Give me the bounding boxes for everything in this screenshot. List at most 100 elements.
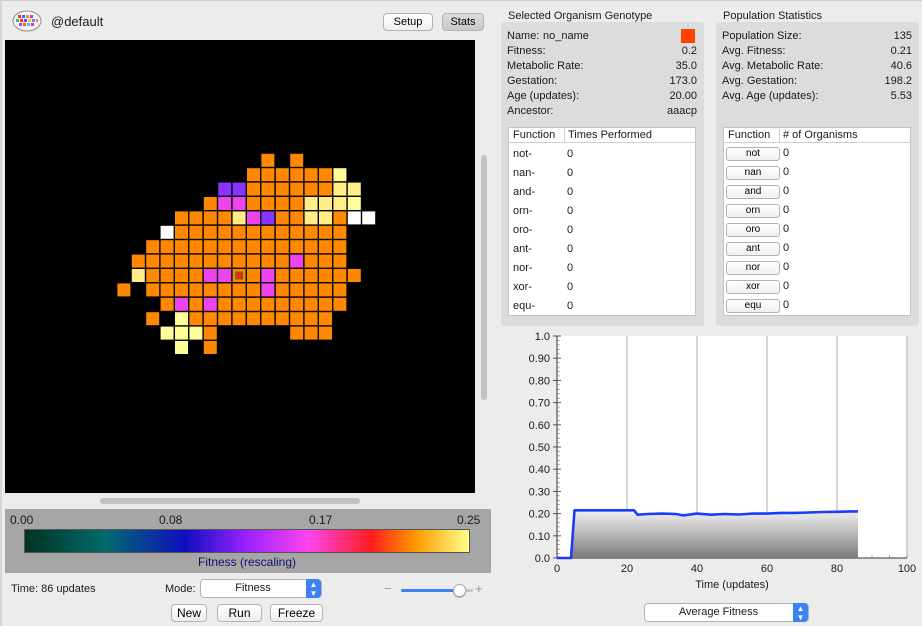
function-toggle-button[interactable]: xor bbox=[726, 280, 780, 294]
organism-cell[interactable] bbox=[232, 211, 246, 225]
organism-cell[interactable] bbox=[203, 283, 217, 297]
organism-cell[interactable] bbox=[232, 283, 246, 297]
organism-cell[interactable] bbox=[175, 254, 188, 268]
organism-cell[interactable] bbox=[175, 297, 188, 311]
organism-cell[interactable] bbox=[319, 297, 332, 311]
organism-cell[interactable] bbox=[189, 326, 203, 340]
organism-cell[interactable] bbox=[232, 297, 246, 311]
organism-cell[interactable] bbox=[203, 225, 217, 239]
petri-dish-grid[interactable] bbox=[5, 40, 475, 493]
organism-cell[interactable] bbox=[175, 269, 188, 282]
organism-cell[interactable] bbox=[333, 197, 347, 210]
organism-cell[interactable] bbox=[131, 269, 145, 282]
function-toggle-button[interactable]: oro bbox=[726, 223, 780, 237]
organism-cell[interactable] bbox=[247, 225, 260, 239]
organism-cell[interactable] bbox=[290, 153, 304, 167]
organism-cell[interactable] bbox=[275, 297, 289, 311]
petri-dish-canvas[interactable] bbox=[5, 40, 475, 493]
organism-cell[interactable] bbox=[160, 297, 174, 311]
organism-cell[interactable] bbox=[160, 225, 174, 239]
organism-cell[interactable] bbox=[319, 225, 332, 239]
organism-cell[interactable] bbox=[218, 182, 232, 196]
organism-cell[interactable] bbox=[290, 168, 304, 182]
function-toggle-button[interactable]: not bbox=[726, 147, 780, 161]
setup-button[interactable]: Setup bbox=[383, 13, 433, 31]
organism-cell[interactable] bbox=[261, 269, 275, 282]
organism-cell[interactable] bbox=[261, 254, 275, 268]
organism-cell[interactable] bbox=[203, 297, 217, 311]
organism-cell[interactable] bbox=[319, 269, 332, 282]
organism-cell[interactable] bbox=[189, 254, 203, 268]
organism-cell[interactable] bbox=[275, 283, 289, 297]
organism-cell[interactable] bbox=[304, 326, 318, 340]
organism-cell[interactable] bbox=[218, 225, 232, 239]
organism-cell[interactable] bbox=[290, 312, 304, 326]
organism-cell[interactable] bbox=[218, 240, 232, 254]
organism-cell[interactable] bbox=[175, 312, 188, 326]
organism-cell[interactable] bbox=[290, 182, 304, 196]
organism-cell[interactable] bbox=[203, 197, 217, 210]
organism-cell[interactable] bbox=[362, 211, 376, 225]
organism-cell[interactable] bbox=[203, 312, 217, 326]
organism-cell[interactable] bbox=[261, 153, 275, 167]
organism-cell[interactable] bbox=[304, 211, 318, 225]
organism-cell[interactable] bbox=[333, 225, 347, 239]
organism-cell[interactable] bbox=[203, 211, 217, 225]
organism-cell[interactable] bbox=[175, 283, 188, 297]
organism-cell[interactable] bbox=[232, 182, 246, 196]
organism-cell[interactable] bbox=[175, 211, 188, 225]
organism-cell[interactable] bbox=[203, 240, 217, 254]
organism-cell[interactable] bbox=[160, 283, 174, 297]
organism-cell[interactable] bbox=[333, 269, 347, 282]
organism-cell[interactable] bbox=[304, 240, 318, 254]
organism-cell[interactable] bbox=[290, 283, 304, 297]
organism-cell[interactable] bbox=[247, 283, 260, 297]
organism-cell[interactable] bbox=[319, 240, 332, 254]
organism-cell[interactable] bbox=[333, 283, 347, 297]
organism-cell[interactable] bbox=[232, 225, 246, 239]
organism-cell[interactable] bbox=[290, 326, 304, 340]
organism-cell[interactable] bbox=[146, 240, 160, 254]
function-toggle-button[interactable]: ant bbox=[726, 242, 780, 256]
organism-cell[interactable] bbox=[261, 168, 275, 182]
organism-cell[interactable] bbox=[347, 197, 361, 210]
organism-cell[interactable] bbox=[290, 254, 304, 268]
organism-cell[interactable] bbox=[333, 254, 347, 268]
chart-metric-select[interactable]: Average Fitness ▲ ▼ bbox=[644, 603, 809, 622]
organism-cell[interactable] bbox=[218, 283, 232, 297]
organism-cell[interactable] bbox=[175, 326, 188, 340]
organism-cell[interactable] bbox=[247, 254, 260, 268]
organism-cell[interactable] bbox=[290, 197, 304, 210]
organism-cell[interactable] bbox=[290, 211, 304, 225]
organism-cell[interactable] bbox=[290, 297, 304, 311]
dish-vertical-scroll-thumb[interactable] bbox=[481, 155, 487, 400]
organism-cell[interactable] bbox=[175, 240, 188, 254]
dish-horizontal-scroll-thumb[interactable] bbox=[100, 498, 360, 504]
organism-cell[interactable] bbox=[304, 297, 318, 311]
organism-cell[interactable] bbox=[218, 269, 232, 282]
organism-cell[interactable] bbox=[275, 254, 289, 268]
organism-cell[interactable] bbox=[203, 341, 217, 354]
organism-cell[interactable] bbox=[218, 211, 232, 225]
organism-cell[interactable] bbox=[247, 197, 260, 210]
zoom-out-icon[interactable]: − bbox=[384, 581, 392, 596]
organism-cell[interactable] bbox=[189, 312, 203, 326]
organism-cell[interactable] bbox=[189, 297, 203, 311]
organism-cell[interactable] bbox=[232, 254, 246, 268]
freeze-button[interactable]: Freeze bbox=[270, 604, 323, 622]
organism-cell[interactable] bbox=[218, 254, 232, 268]
zoom-in-icon[interactable]: + bbox=[475, 581, 483, 596]
function-toggle-button[interactable]: and bbox=[726, 185, 780, 199]
organism-cell[interactable] bbox=[160, 254, 174, 268]
organism-cell[interactable] bbox=[175, 225, 188, 239]
organism-cell[interactable] bbox=[261, 182, 275, 196]
organism-cell[interactable] bbox=[290, 240, 304, 254]
organism-cell[interactable] bbox=[275, 182, 289, 196]
organism-cell[interactable] bbox=[131, 254, 145, 268]
organism-cell[interactable] bbox=[319, 211, 332, 225]
organism-cell[interactable] bbox=[261, 225, 275, 239]
organism-cell[interactable] bbox=[333, 240, 347, 254]
organism-cell[interactable] bbox=[290, 269, 304, 282]
function-toggle-button[interactable]: equ bbox=[726, 299, 780, 313]
organism-cell[interactable] bbox=[319, 168, 332, 182]
